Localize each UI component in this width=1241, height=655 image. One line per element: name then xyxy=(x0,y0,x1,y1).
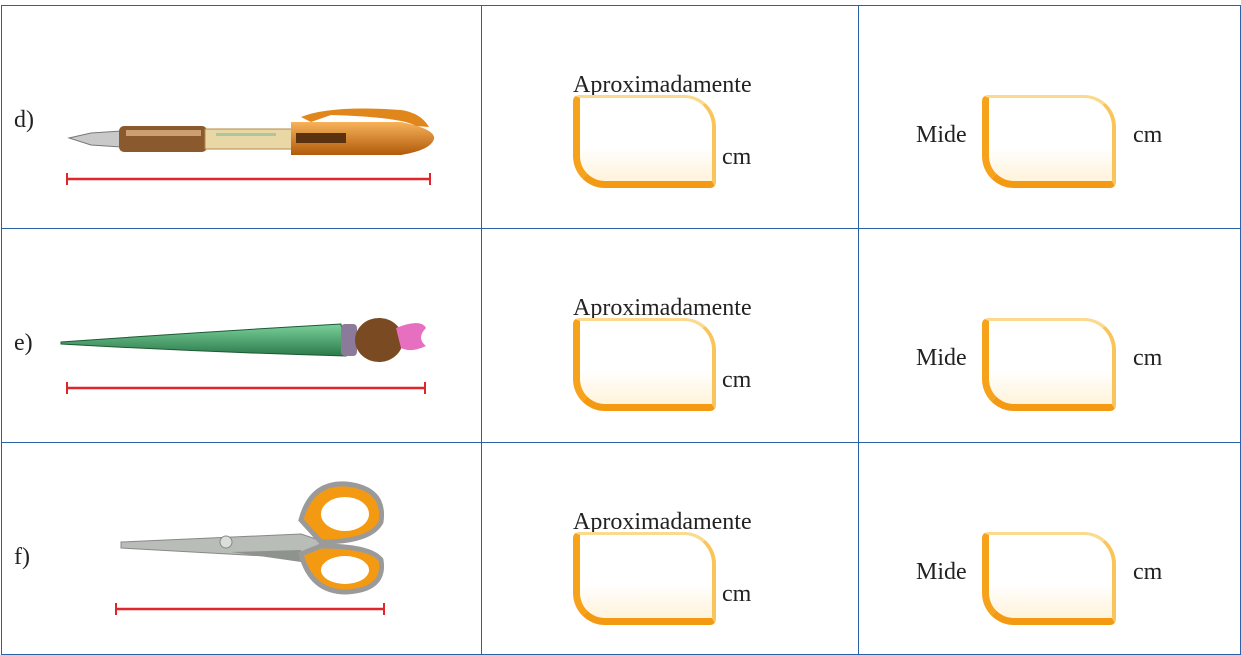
object-illustration xyxy=(1,228,481,442)
unit: cm xyxy=(722,144,752,170)
ruler xyxy=(66,382,426,394)
answer-box xyxy=(982,95,1116,188)
ruler xyxy=(115,603,385,615)
answer-box xyxy=(982,532,1116,625)
approx-label: Aproximadamente xyxy=(573,295,752,321)
row-label: e) xyxy=(14,330,33,356)
unit: cm xyxy=(722,367,752,393)
row-label: f) xyxy=(14,544,30,570)
unit: cm xyxy=(1133,345,1163,371)
unit: cm xyxy=(1133,559,1163,585)
answer-box xyxy=(573,532,716,625)
measure-label: Mide xyxy=(916,559,967,585)
measure-line xyxy=(66,381,426,394)
row-label: d) xyxy=(14,107,34,133)
object-illustration xyxy=(1,5,481,228)
unit: cm xyxy=(1133,122,1163,148)
answer-box xyxy=(573,318,716,411)
illustration xyxy=(60,318,426,362)
measure-line xyxy=(66,172,431,185)
measure-label: Mide xyxy=(916,122,967,148)
illustration xyxy=(67,108,435,155)
approx-label: Aproximadamente xyxy=(573,72,752,98)
illustration xyxy=(120,481,385,595)
approx-label: Aproximadamente xyxy=(573,509,752,535)
measure-label: Mide xyxy=(916,345,967,371)
object-illustration xyxy=(1,442,481,654)
unit: cm xyxy=(722,581,752,607)
measure-line xyxy=(115,602,385,615)
ruler xyxy=(66,173,431,185)
answer-box xyxy=(573,95,716,188)
answer-box xyxy=(982,318,1116,411)
